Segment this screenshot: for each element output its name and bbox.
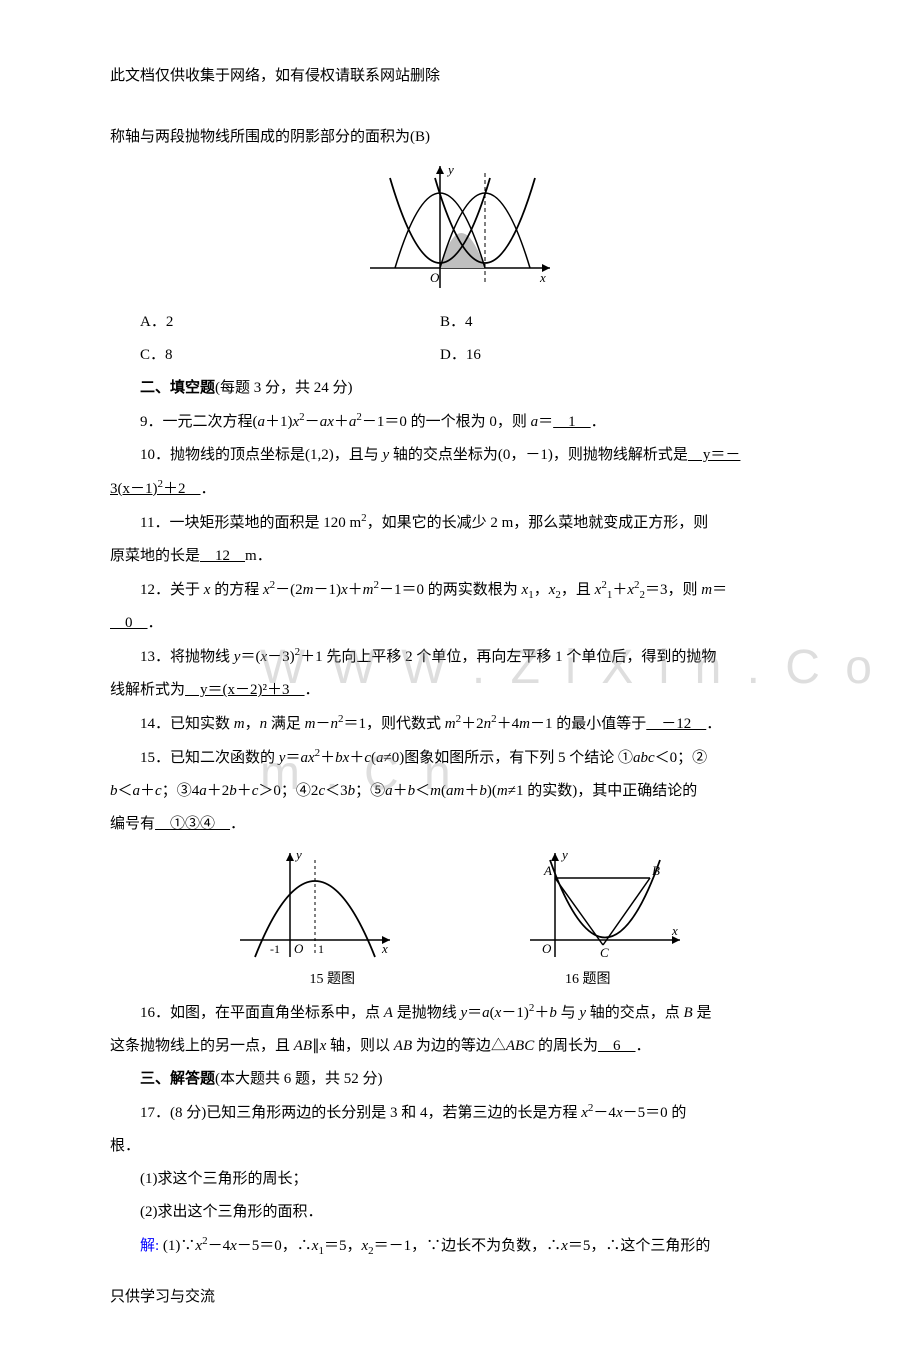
- q8-options: A．2 B．4 C．8 D．16: [140, 306, 810, 372]
- svg-text:C: C: [600, 945, 609, 960]
- header-note: 此文档仅供收集于网络，如有侵权请联系网站删除: [110, 60, 810, 93]
- svg-text:1: 1: [318, 942, 324, 956]
- q13-l1: 13．将抛物线 y＝(x－3)2＋1 先向上平移 2 个单位，再向左平移 1 个…: [110, 640, 810, 674]
- q17-sol: 解: (1)∵x2－4x－5＝0，∴x1＝5，x2＝－1，∵边长不为负数，∴x＝…: [110, 1229, 810, 1263]
- fig-top: O x y: [110, 158, 810, 298]
- q17-p1: (1)求这个三角形的周长；: [110, 1163, 810, 1196]
- opt-b: B．4: [440, 306, 740, 339]
- svg-text:x: x: [671, 923, 678, 938]
- fig-caps: 15 题图16 题图: [110, 965, 810, 996]
- q10-l2: 3(x－1)2＋2 ．: [110, 472, 810, 506]
- q15-l1: 15．已知二次函数的 y＝ax2＋bx＋c(a≠0)图象如图所示，有下列 5 个…: [110, 741, 810, 775]
- svg-text:B: B: [652, 863, 660, 878]
- fig15: -1 O 1 x y: [230, 845, 400, 965]
- q14: 14．已知实数 m，n 满足 m－n2＝1，则代数式 m2＋2n2＋4m－1 的…: [110, 707, 810, 741]
- fig-row: -1 O 1 x y A B C O x y: [110, 845, 810, 965]
- svg-text:-1: -1: [270, 942, 280, 956]
- svg-text:y: y: [294, 847, 302, 862]
- footer-note: 只供学习与交流: [110, 1281, 810, 1314]
- q9: 9．一元二次方程(a＋1)x2－ax＋a2－1＝0 的一个根为 0，则 a＝ 1…: [110, 405, 810, 439]
- opt-c: C．8: [140, 339, 440, 372]
- q16-l1: 16．如图，在平面直角坐标系中，点 A 是抛物线 y＝a(x－1)2＋b 与 y…: [110, 996, 810, 1030]
- q12-l1: 12．关于 x 的方程 x2－(2m－1)x＋m2－1＝0 的两实数根为 x1，…: [110, 573, 810, 607]
- q15-l3: 编号有 ①③④ ．: [110, 808, 810, 841]
- q10-l1: 10．抛物线的顶点坐标是(1,2)，且与 y 轴的交点坐标为(0，－1)，则抛物…: [110, 439, 810, 472]
- svg-text:O: O: [294, 941, 304, 956]
- q15-l2: b＜a＋c；③4a＋2b＋c＞0；④2c＜3b；⑤a＋b＜m(am＋b)(m≠1…: [110, 775, 810, 808]
- fig16: A B C O x y: [520, 845, 690, 965]
- svg-text:A: A: [543, 863, 552, 878]
- q13-l2: 线解析式为 y＝(x－2)²＋3 ．: [110, 674, 810, 707]
- q17-l2: 根．: [110, 1130, 810, 1163]
- q11-l1: 11．一块矩形菜地的面积是 120 m2，如果它的长减少 2 m，那么菜地就变成…: [110, 506, 810, 540]
- section2-title: 二、填空题(每题 3 分，共 24 分): [110, 372, 810, 405]
- svg-text:O: O: [542, 941, 552, 956]
- svg-text:y: y: [560, 847, 568, 862]
- q17-p2: (2)求出这个三角形的面积．: [110, 1196, 810, 1229]
- opt-a: A．2: [140, 306, 440, 339]
- svg-text:O: O: [430, 270, 440, 285]
- q8-cont: 称轴与两段抛物线所围成的阴影部分的面积为(B): [110, 121, 810, 154]
- q17-l1: 17．(8 分)已知三角形两边的长分别是 3 和 4，若第三边的长是方程 x2－…: [110, 1096, 810, 1130]
- svg-text:x: x: [539, 270, 546, 285]
- q11-l2: 原菜地的长是 12 m．: [110, 540, 810, 573]
- svg-text:y: y: [446, 162, 454, 177]
- q12-l2: 0 ．: [110, 607, 810, 640]
- opt-d: D．16: [440, 339, 740, 372]
- svg-text:x: x: [381, 941, 388, 956]
- section3-title: 三、解答题(本大题共 6 题，共 52 分): [110, 1063, 810, 1096]
- q16-l2: 这条抛物线上的另一点，且 AB∥x 轴，则以 AB 为边的等边△ABC 的周长为…: [110, 1030, 810, 1063]
